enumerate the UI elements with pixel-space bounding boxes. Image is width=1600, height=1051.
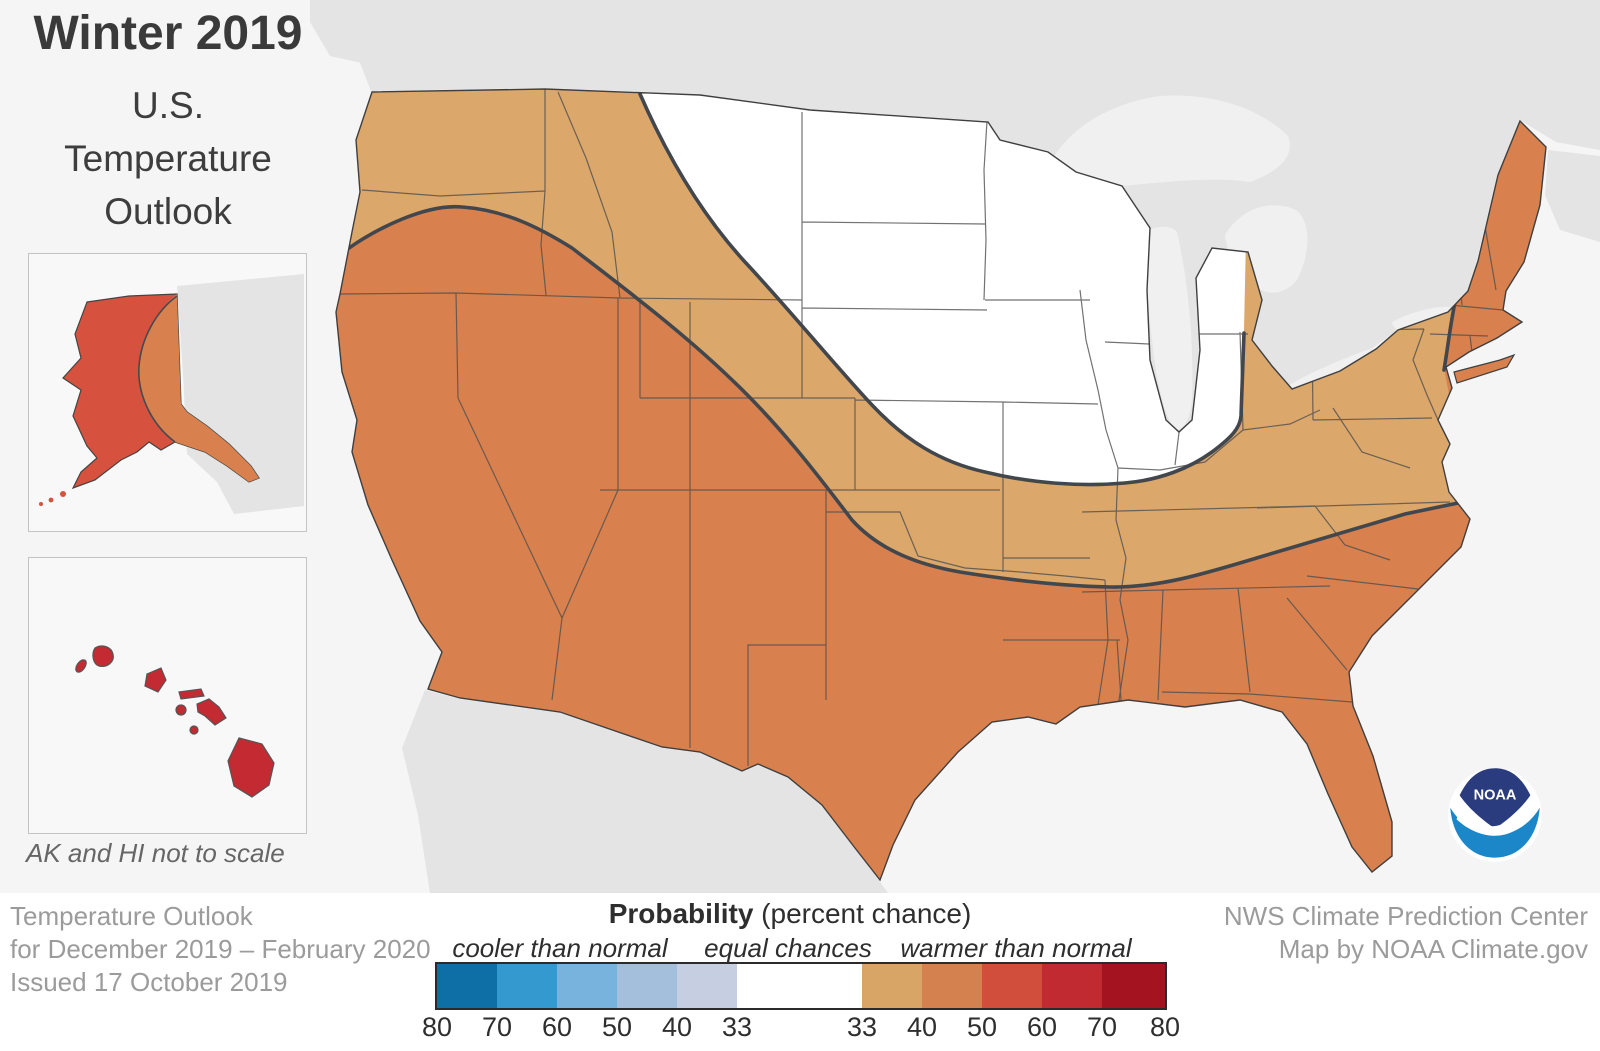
conus-outline xyxy=(335,88,1547,882)
footer-left-line2: for December 2019 – February 2020 xyxy=(10,934,431,964)
legend-tick: 60 xyxy=(541,1012,573,1042)
footer-right-line2: Map by NOAA Climate.gov xyxy=(1278,934,1588,964)
page-subtitle: U.S. Temperature Outlook xyxy=(8,79,328,238)
hawaii-map xyxy=(75,645,275,798)
legend-cell xyxy=(1102,964,1165,1008)
legend-title-rest: (percent chance) xyxy=(753,898,972,929)
legend-tick: 80 xyxy=(421,1012,453,1042)
legend-bar xyxy=(435,962,1167,1010)
long-island xyxy=(1453,353,1516,384)
legend-tick: 40 xyxy=(661,1012,693,1042)
island-hawaii xyxy=(227,737,275,798)
mexico-land xyxy=(402,690,888,893)
footer-left-text: Temperature Outlook for December 2019 – … xyxy=(10,900,431,999)
island-lanai xyxy=(175,704,187,716)
island-niihau xyxy=(75,659,87,673)
alaska-inset xyxy=(28,253,307,532)
footer-right-text: NWS Climate Prediction Center Map by NOA… xyxy=(1224,900,1588,966)
aleutian-island xyxy=(39,502,43,506)
legend-cell xyxy=(677,964,737,1008)
legend-cell xyxy=(557,964,617,1008)
logo-lower-wave xyxy=(1450,807,1540,858)
subtitle-line-3: Outlook xyxy=(104,191,232,232)
page-title: Winter 2019 xyxy=(33,7,303,60)
legend-tick: 80 xyxy=(1149,1012,1181,1042)
alaska-40-50-region xyxy=(138,294,259,482)
warmer-40-contour-south xyxy=(336,204,1460,589)
legend-tick: 50 xyxy=(966,1012,998,1042)
legend-cell xyxy=(922,964,982,1008)
logo-text: NOAA xyxy=(1474,787,1517,803)
island-kahoolawe xyxy=(189,725,199,735)
legend-tick: 50 xyxy=(601,1012,633,1042)
legend-tick: 70 xyxy=(481,1012,513,1042)
vancouver-island xyxy=(310,0,402,64)
island-molokai xyxy=(178,688,205,700)
legend-tick: 40 xyxy=(906,1012,938,1042)
alaska-contour xyxy=(138,295,178,443)
legend-ticks: 80 70 60 50 40 33 33 40 50 60 70 80 xyxy=(422,1012,1180,1042)
logo-upper-fan xyxy=(1459,768,1531,829)
hawaii-inset xyxy=(28,557,307,834)
equal-chances-contour xyxy=(638,92,1246,487)
legend-cell xyxy=(862,964,922,1008)
title-block: Winter 2019 U.S. Temperature Outlook xyxy=(8,6,328,238)
canada-land xyxy=(340,0,1600,440)
footer-left-line1: Temperature Outlook xyxy=(10,901,253,931)
island-maui xyxy=(196,698,227,726)
warmer-40-contour-northeast xyxy=(1442,300,1457,372)
legend-cell xyxy=(737,964,862,1008)
alaska-map xyxy=(39,274,304,514)
legend-title-bold: Probability xyxy=(608,898,754,929)
legend-tick: 33 xyxy=(846,1012,878,1042)
lake-superior xyxy=(1052,95,1290,186)
ak-canada-land xyxy=(177,274,304,514)
legend-cell xyxy=(437,964,497,1008)
subtitle-line-2: Temperature xyxy=(64,138,272,179)
island-kauai xyxy=(92,645,114,667)
legend-tick: 70 xyxy=(1086,1012,1118,1042)
legend-tick: 60 xyxy=(1026,1012,1058,1042)
legend-cell xyxy=(1042,964,1102,1008)
aleutian-island xyxy=(60,491,66,497)
legend-cell xyxy=(497,964,557,1008)
legend-category-labels: cooler than normal equal chances warmer … xyxy=(437,933,1165,963)
lake-michigan xyxy=(1146,226,1193,430)
maritimes-land xyxy=(1545,150,1600,242)
legend-tick: 33 xyxy=(721,1012,753,1042)
legend-label-warmer: warmer than normal xyxy=(900,933,1132,963)
conus-map xyxy=(310,0,1600,893)
footer-right-line1: NWS Climate Prediction Center xyxy=(1223,901,1588,931)
inset-scale-note: AK and HI not to scale xyxy=(26,838,285,868)
noaa-logo: NOAA xyxy=(1448,768,1542,862)
aleutian-island xyxy=(48,497,54,503)
legend-cell xyxy=(617,964,677,1008)
footer-left-line3: Issued 17 October 2019 xyxy=(10,967,288,997)
equal-chances-region xyxy=(640,90,1246,485)
legend-label-cooler: cooler than normal xyxy=(452,933,668,963)
island-oahu xyxy=(144,667,167,693)
legend-title: Probability (percent chance) xyxy=(420,898,1160,930)
aleutian-islands xyxy=(39,491,66,506)
hawaii-60-70-region xyxy=(75,645,275,798)
legend-cell xyxy=(982,964,1042,1008)
logo-seagull xyxy=(1456,797,1537,836)
legend-label-equal: equal chances xyxy=(704,933,872,963)
subtitle-line-1: U.S. xyxy=(132,85,204,126)
